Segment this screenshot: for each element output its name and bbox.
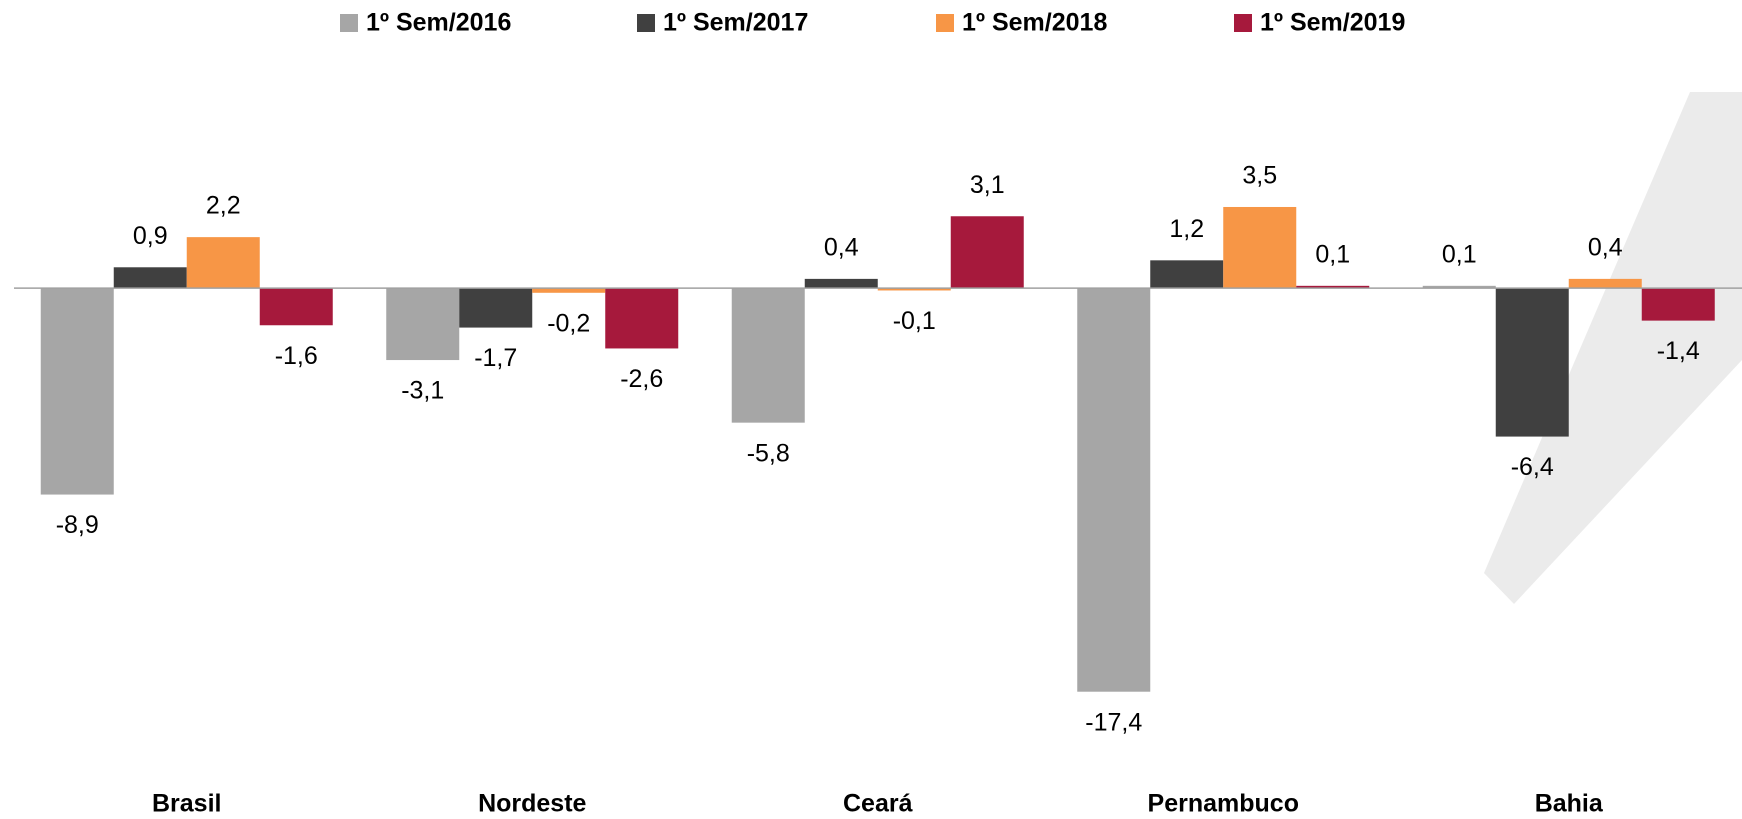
bar <box>1077 288 1151 692</box>
legend-swatch <box>1234 14 1252 32</box>
bar <box>605 288 679 349</box>
legend-label: 1º Sem/2016 <box>366 9 511 37</box>
x-tick-label: Ceará <box>843 790 913 818</box>
value-label: -0,2 <box>547 309 590 337</box>
bar <box>950 216 1024 289</box>
bar <box>804 278 878 289</box>
bar <box>113 267 187 289</box>
value-label: -17,4 <box>1085 708 1142 736</box>
bar <box>731 288 805 423</box>
value-label: 0,1 <box>1315 240 1350 268</box>
bar <box>877 288 951 291</box>
legend-swatch <box>340 14 358 32</box>
value-label: 3,5 <box>1242 162 1277 190</box>
value-label: -1,7 <box>474 344 517 372</box>
bar <box>532 288 606 293</box>
bar <box>459 288 533 328</box>
value-label: -0,1 <box>893 307 936 335</box>
value-label: -1,6 <box>275 342 318 370</box>
x-tick-label: Pernambuco <box>1148 790 1299 818</box>
legend-swatch <box>936 14 954 32</box>
bar <box>1641 288 1715 321</box>
bar <box>1422 285 1496 289</box>
value-label: 0,4 <box>824 233 859 261</box>
bar <box>386 288 460 361</box>
bar <box>40 288 114 495</box>
value-label: 3,1 <box>970 171 1005 199</box>
bar <box>1568 278 1642 289</box>
x-tick-label: Nordeste <box>478 790 586 818</box>
bar <box>1223 206 1297 289</box>
value-label: -2,6 <box>620 365 663 393</box>
value-label: -5,8 <box>747 439 790 467</box>
legend-swatch <box>637 14 655 32</box>
bar <box>1296 285 1370 289</box>
value-label: -6,4 <box>1511 453 1554 481</box>
value-label: 0,4 <box>1588 233 1623 261</box>
value-label: 0,1 <box>1442 240 1477 268</box>
legend-label: 1º Sem/2017 <box>663 9 808 37</box>
legend-label: 1º Sem/2019 <box>1260 9 1405 37</box>
decor-stripe <box>1484 92 1742 604</box>
value-label: -3,1 <box>401 377 444 405</box>
bar <box>186 237 260 289</box>
value-label: 2,2 <box>206 192 241 220</box>
bar <box>1150 260 1224 289</box>
bar <box>1495 288 1569 437</box>
value-label: -8,9 <box>56 511 99 539</box>
value-label: -1,4 <box>1657 337 1700 365</box>
x-tick-label: Bahia <box>1535 790 1604 818</box>
value-label: 1,2 <box>1169 215 1204 243</box>
legend-label: 1º Sem/2018 <box>962 9 1107 37</box>
x-tick-label: Brasil <box>152 790 221 818</box>
value-label: 0,9 <box>133 222 168 250</box>
bar <box>259 288 333 326</box>
